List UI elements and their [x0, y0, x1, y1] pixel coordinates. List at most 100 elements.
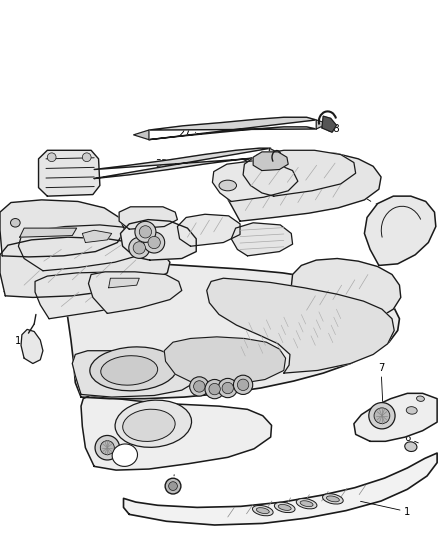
Polygon shape — [39, 150, 100, 196]
Circle shape — [133, 241, 145, 254]
Polygon shape — [253, 152, 288, 171]
Polygon shape — [322, 116, 336, 132]
Text: 23: 23 — [364, 197, 387, 213]
Circle shape — [205, 379, 224, 399]
Polygon shape — [88, 272, 182, 313]
Circle shape — [237, 379, 249, 391]
Polygon shape — [177, 214, 240, 246]
Circle shape — [194, 381, 205, 392]
Ellipse shape — [274, 502, 295, 513]
Ellipse shape — [405, 442, 417, 451]
Polygon shape — [20, 228, 77, 237]
Polygon shape — [18, 225, 152, 271]
Circle shape — [209, 383, 220, 395]
Text: 31: 31 — [4, 233, 23, 247]
Polygon shape — [212, 161, 298, 201]
Circle shape — [233, 375, 253, 394]
Text: 3: 3 — [158, 413, 170, 426]
Polygon shape — [354, 393, 437, 441]
Polygon shape — [94, 148, 271, 179]
Polygon shape — [364, 196, 436, 265]
Polygon shape — [120, 220, 196, 260]
Circle shape — [47, 153, 56, 161]
Circle shape — [129, 237, 150, 259]
Ellipse shape — [256, 507, 269, 514]
Ellipse shape — [252, 505, 273, 516]
Ellipse shape — [101, 356, 158, 385]
Circle shape — [218, 378, 237, 398]
Polygon shape — [231, 223, 293, 256]
Polygon shape — [0, 200, 125, 257]
Ellipse shape — [326, 496, 339, 502]
Polygon shape — [124, 453, 437, 525]
Polygon shape — [72, 351, 197, 397]
Polygon shape — [35, 272, 170, 319]
Text: 7: 7 — [97, 445, 108, 457]
Polygon shape — [81, 395, 272, 470]
Ellipse shape — [115, 400, 191, 447]
Text: 32: 32 — [145, 215, 157, 224]
Text: 5: 5 — [170, 475, 176, 490]
Circle shape — [95, 435, 120, 460]
Polygon shape — [21, 329, 43, 364]
Ellipse shape — [11, 219, 20, 227]
Text: 1: 1 — [360, 502, 410, 516]
Ellipse shape — [300, 500, 313, 507]
Ellipse shape — [123, 409, 175, 441]
Polygon shape — [164, 337, 286, 385]
Circle shape — [139, 225, 152, 238]
Text: 8: 8 — [212, 375, 219, 385]
Polygon shape — [243, 150, 356, 196]
Text: 26: 26 — [274, 158, 292, 167]
Polygon shape — [269, 148, 279, 157]
Circle shape — [82, 153, 91, 161]
Text: 15: 15 — [107, 293, 121, 308]
Polygon shape — [134, 130, 149, 140]
Text: 25: 25 — [233, 182, 247, 197]
Polygon shape — [316, 120, 328, 129]
Circle shape — [222, 382, 233, 394]
Ellipse shape — [90, 347, 177, 391]
Text: 17: 17 — [1, 274, 19, 294]
Text: 34: 34 — [59, 174, 71, 183]
Polygon shape — [291, 259, 401, 330]
Circle shape — [135, 221, 156, 243]
Text: 27: 27 — [178, 128, 196, 138]
Polygon shape — [207, 278, 394, 373]
Ellipse shape — [278, 504, 291, 511]
Polygon shape — [64, 259, 399, 399]
Text: 6: 6 — [404, 433, 418, 443]
Circle shape — [374, 408, 390, 424]
Text: 16: 16 — [46, 298, 64, 314]
Text: 24: 24 — [335, 174, 367, 194]
Circle shape — [369, 402, 395, 429]
Ellipse shape — [322, 494, 343, 504]
Ellipse shape — [417, 396, 424, 401]
Ellipse shape — [219, 180, 237, 191]
Ellipse shape — [112, 444, 138, 466]
Circle shape — [100, 441, 114, 455]
Text: 9: 9 — [376, 305, 391, 336]
Polygon shape — [223, 152, 381, 221]
Ellipse shape — [296, 498, 317, 509]
Circle shape — [190, 377, 209, 396]
Circle shape — [144, 232, 165, 253]
Circle shape — [165, 478, 181, 494]
Text: 28: 28 — [328, 124, 340, 134]
Polygon shape — [109, 278, 139, 288]
Polygon shape — [149, 117, 316, 140]
Circle shape — [169, 482, 177, 490]
Polygon shape — [82, 230, 112, 243]
Text: 12: 12 — [14, 336, 28, 346]
Text: 22: 22 — [252, 238, 265, 247]
Polygon shape — [119, 207, 177, 229]
Text: 21: 21 — [195, 218, 208, 228]
Circle shape — [148, 236, 160, 249]
Text: 33: 33 — [155, 159, 174, 169]
Text: 20: 20 — [155, 243, 167, 253]
Polygon shape — [0, 237, 170, 297]
Text: 19: 19 — [42, 256, 58, 272]
Text: 7: 7 — [378, 363, 384, 413]
Text: 13: 13 — [391, 233, 408, 251]
Ellipse shape — [406, 407, 417, 414]
